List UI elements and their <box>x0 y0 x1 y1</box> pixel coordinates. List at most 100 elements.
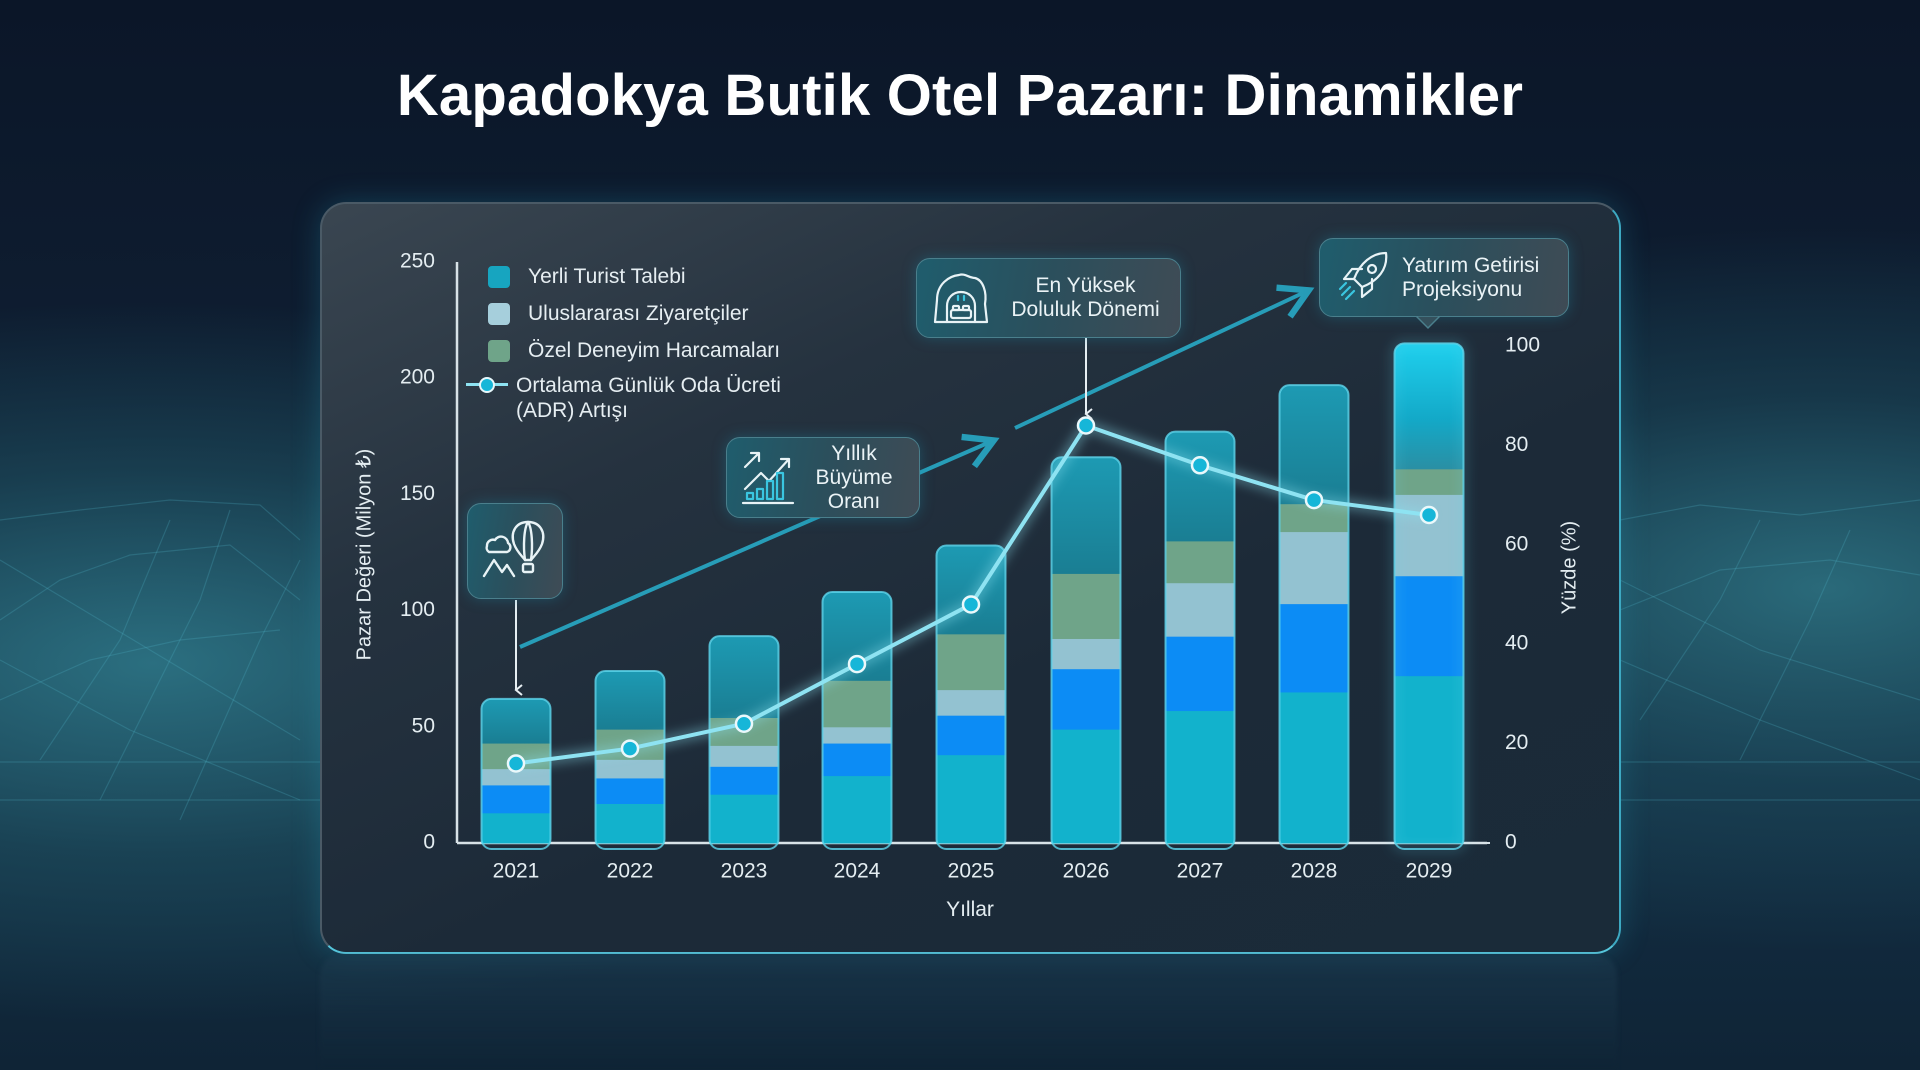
callout-text-line: En Yüksek <box>1035 274 1136 297</box>
stacked-bars <box>480 342 1465 850</box>
bar-2022 <box>594 670 666 850</box>
bar-segment <box>822 680 892 728</box>
svg-text:0: 0 <box>1505 831 1517 854</box>
bar-segment <box>595 777 665 804</box>
axis-ticks: 0 50 100 150 200 250 0 20 40 60 80 100 2021 2022 2023 2… <box>400 250 1540 883</box>
svg-text:2025: 2025 <box>948 860 995 883</box>
legend-label-line1: Ortalama Günlük Oda Ücreti <box>516 374 781 397</box>
callout-text-line: Yatırım Getirisi <box>1402 253 1540 277</box>
svg-text:50: 50 <box>412 714 435 737</box>
bar-segment <box>1394 343 1464 470</box>
bar-segment <box>481 812 551 844</box>
bar-segment <box>1051 457 1121 574</box>
bar-segment <box>936 715 1006 756</box>
bar-2028 <box>1278 384 1350 850</box>
legend-label: Özel Deneyim Harcamaları <box>528 338 781 362</box>
bar-segment <box>1051 668 1121 730</box>
bar-segment <box>1394 675 1464 844</box>
svg-text:2029: 2029 <box>1406 860 1453 883</box>
chart-title: Kapadokya Butik Otel Pazarı: Dinamikler <box>396 63 1524 128</box>
adr-point <box>847 654 867 674</box>
bar-segment <box>709 745 779 767</box>
legend-swatch-yerli <box>488 265 510 288</box>
svg-text:2023: 2023 <box>721 860 768 883</box>
svg-text:2022: 2022 <box>607 860 654 883</box>
roi-trend-arrow <box>1014 284 1315 430</box>
bar-segment <box>1051 638 1121 670</box>
bar-segment <box>1279 385 1349 505</box>
bar-segment <box>1279 691 1349 844</box>
bar-segment <box>822 775 892 844</box>
adr-point <box>1076 416 1096 435</box>
bar-2021 <box>480 697 552 850</box>
bar-segment <box>481 768 551 786</box>
legend-item-uluslararasi: Uluslararası Ziyaretçiler <box>478 295 781 332</box>
y2-axis-title: Yüzde (%) <box>1558 520 1581 615</box>
adr-point <box>1304 490 1324 510</box>
adr-point <box>620 739 640 758</box>
adr-line <box>506 416 1439 773</box>
svg-text:2026: 2026 <box>1063 860 1110 883</box>
callout-text-line: Projeksiyonu <box>1402 277 1523 301</box>
adr-point <box>1419 505 1439 525</box>
bar-segment <box>1051 573 1121 639</box>
growth-chart-icon <box>741 451 795 504</box>
growth-rate-callout: Yıllık Büyüme Oranı <box>726 437 920 518</box>
panel-reflection <box>320 955 1617 1070</box>
legend-label: Ortalama Günlük Oda Ücreti (ADR) Artışı <box>516 373 781 423</box>
rocket-icon <box>1338 251 1388 300</box>
bar-segment <box>595 759 665 779</box>
bar-segment <box>1394 468 1464 495</box>
bar-segment <box>1165 710 1235 844</box>
callout-text-line: Büyüme <box>815 465 893 489</box>
bar-segment <box>709 636 779 719</box>
bar-segment <box>1165 540 1235 584</box>
bar-segment <box>595 803 665 844</box>
adr-point <box>506 754 526 773</box>
svg-text:200: 200 <box>400 366 435 389</box>
bar-2025 <box>935 544 1007 850</box>
bar-segment <box>481 698 551 744</box>
bar-segment <box>1279 603 1349 693</box>
bar-segment <box>709 766 779 795</box>
svg-text:2028: 2028 <box>1291 860 1338 883</box>
x-axis-title: Yıllar <box>946 898 994 921</box>
legend-swatch-uluslararasi <box>488 302 510 325</box>
bar-segment <box>822 726 892 744</box>
legend-label-line2: (ADR) Artışı <box>516 399 629 422</box>
hot-air-balloon-icon <box>482 520 545 578</box>
legend-swatch-ozel <box>488 339 510 362</box>
bar-segment <box>1165 636 1235 712</box>
adr-point <box>961 595 981 614</box>
svg-text:250: 250 <box>400 250 435 273</box>
cave-hotel-icon <box>933 273 989 324</box>
legend-label: Uluslararası Ziyaretçiler <box>528 301 749 325</box>
bar-2024 <box>821 591 893 850</box>
svg-text:150: 150 <box>400 482 435 505</box>
bar-segment <box>1165 431 1235 542</box>
bar-segment <box>709 794 779 844</box>
bar-2023 <box>708 635 780 850</box>
adr-point <box>734 714 754 733</box>
roi-callout-pointer <box>1416 316 1440 330</box>
svg-text:60: 60 <box>1505 532 1528 555</box>
svg-text:0: 0 <box>423 831 435 854</box>
svg-text:100: 100 <box>1505 334 1540 357</box>
balloon-callout <box>467 503 563 599</box>
legend-label: Yerli Turist Talebi <box>528 264 686 288</box>
legend: Yerli Turist Talebi Uluslararası Ziyaret… <box>466 258 781 423</box>
legend-item-adr: Ortalama Günlük Oda Ücreti (ADR) Artışı <box>466 369 781 423</box>
bar-segment <box>936 689 1006 716</box>
legend-item-ozel: Özel Deneyim Harcamaları <box>478 332 781 369</box>
bar-segment <box>481 784 551 814</box>
bar-2026 <box>1050 456 1122 850</box>
bar-segment <box>1165 582 1235 637</box>
bar-segment <box>1279 531 1349 605</box>
svg-text:2024: 2024 <box>834 860 881 883</box>
callout-text-line: Oranı <box>827 489 881 513</box>
bar-2029 <box>1393 342 1465 850</box>
svg-text:40: 40 <box>1505 632 1528 655</box>
svg-text:2021: 2021 <box>493 860 540 883</box>
svg-text:80: 80 <box>1505 433 1528 456</box>
bar-segment <box>1051 729 1121 844</box>
